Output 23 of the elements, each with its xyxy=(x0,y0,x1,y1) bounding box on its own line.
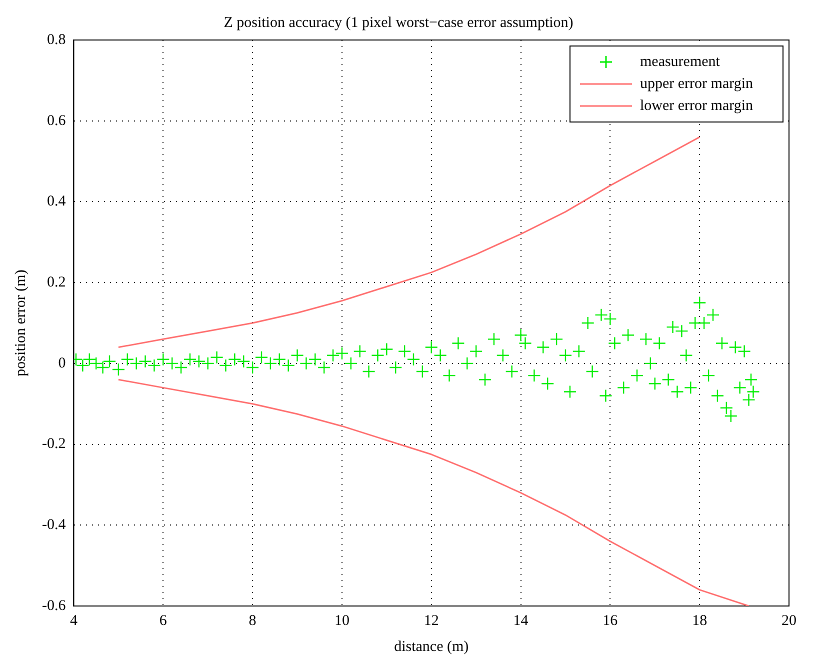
y-tick-label: -0.2 xyxy=(42,436,66,452)
y-tick-label: 0.2 xyxy=(46,274,66,291)
x-tick-label: 8 xyxy=(248,612,256,629)
y-axis-title: position error (m) xyxy=(12,270,29,376)
x-tick-label: 14 xyxy=(513,612,529,629)
legend-label: measurement xyxy=(640,54,721,70)
y-tick-label: 0.8 xyxy=(46,32,66,48)
legend-label: lower error margin xyxy=(640,98,754,114)
y-tick-label: 0.4 xyxy=(46,194,66,210)
y-tick-label: 0.6 xyxy=(46,112,66,129)
y-tick-label: -0.4 xyxy=(42,517,66,534)
x-tick-label: 18 xyxy=(692,612,708,629)
x-tick-label: 10 xyxy=(334,612,350,629)
y-tick-label: -0.6 xyxy=(42,598,66,614)
x-axis-title: distance (m) xyxy=(394,638,469,655)
x-tick-label: 16 xyxy=(602,612,618,629)
x-tick-label: 4 xyxy=(70,612,78,629)
legend-label: upper error margin xyxy=(640,76,754,92)
y-tick-label: 0 xyxy=(58,355,66,372)
x-tick-label: 12 xyxy=(424,612,439,629)
x-tick-label: 6 xyxy=(159,612,168,629)
chart-title: Z position accuracy (1 pixel worst−case error assumption) xyxy=(224,14,574,31)
x-tick-label: 20 xyxy=(782,612,796,629)
